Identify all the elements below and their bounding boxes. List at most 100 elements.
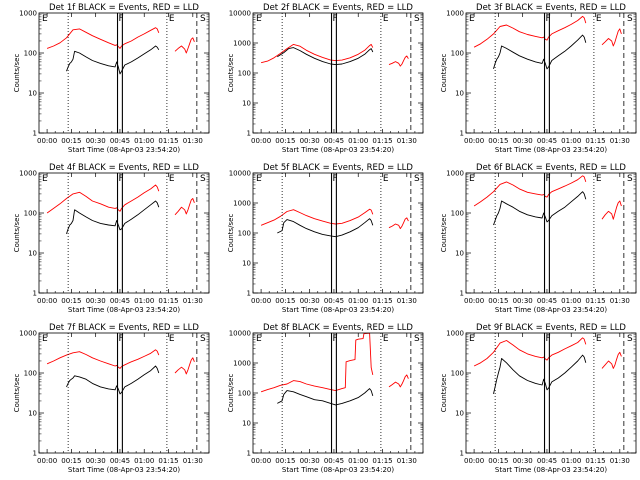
y-axis-label: Counts/sec: [13, 374, 21, 413]
y-tick-label: 10: [455, 250, 464, 258]
y-axis-label: Counts/sec: [227, 214, 235, 253]
plot-frame: [38, 172, 210, 294]
panel-title: Det 5f BLACK = Events, RED = LLD: [263, 163, 413, 173]
y-axis-label: Counts/sec: [13, 54, 21, 93]
region-marker-e: E: [256, 174, 262, 184]
y-tick-label: 1000: [233, 360, 251, 368]
region-marker-s: S: [627, 14, 633, 24]
region-marker-e: E: [596, 174, 602, 184]
x-axis-label: Start Time (08-Apr-03 23:54:20): [282, 146, 394, 154]
lld-series-line: [473, 15, 587, 48]
y-tick-label: 100: [238, 70, 251, 78]
region-marker-f: F: [333, 14, 338, 24]
y-tick-label: 10: [28, 410, 37, 418]
plot-frame: [38, 12, 210, 134]
panel-title: Det 1f BLACK = Events, RED = LLD: [49, 3, 199, 13]
x-tick-label: 00:15: [275, 457, 295, 465]
x-tick-label: 00:00: [464, 297, 484, 305]
lld-series-line: [388, 217, 409, 230]
y-tick-label: 1000: [233, 40, 251, 48]
region-marker-f: F: [119, 334, 124, 344]
y-axis-label: Counts/sec: [227, 374, 235, 413]
x-tick-label: 00:45: [537, 457, 557, 465]
x-tick-label: 01:00: [561, 137, 581, 145]
region-marker-f: F: [119, 174, 124, 184]
x-tick-label: 00:15: [61, 137, 81, 145]
lld-series-line: [388, 55, 409, 67]
plot-frame: [465, 12, 637, 134]
x-tick-label: 00:15: [488, 297, 508, 305]
region-marker-e: E: [469, 334, 475, 344]
region-marker-e: E: [469, 174, 475, 184]
events-series-line: [66, 200, 160, 235]
x-tick-label: 00:00: [464, 457, 484, 465]
region-marker-s: S: [200, 174, 206, 184]
x-axis-label: Start Time (08-Apr-03 23:54:20): [68, 466, 180, 474]
x-tick-label: 00:00: [251, 297, 271, 305]
region-marker-e: E: [42, 174, 48, 184]
x-tick-label: 01:15: [158, 137, 178, 145]
panel-title: Det 4f BLACK = Events, RED = LLD: [49, 163, 199, 173]
x-tick-label: 00:15: [61, 457, 81, 465]
x-tick-label: 01:15: [372, 297, 392, 305]
region-marker-s: S: [627, 334, 633, 344]
x-tick-label: 00:15: [275, 137, 295, 145]
region-marker-e: E: [42, 334, 48, 344]
region-marker-s: S: [414, 174, 420, 184]
panel-title: Det 6f BLACK = Events, RED = LLD: [476, 163, 626, 173]
x-tick-label: 01:15: [585, 297, 605, 305]
x-tick-label: 00:30: [513, 137, 533, 145]
plot-frame: [465, 172, 637, 294]
events-series-line: [277, 47, 374, 66]
plot-frame: [465, 332, 637, 454]
events-series-line: [66, 365, 160, 395]
region-marker-e: E: [383, 334, 389, 344]
x-tick-label: 01:15: [585, 457, 605, 465]
x-axis-label: Start Time (08-Apr-03 23:54:20): [282, 466, 394, 474]
y-axis-label: Counts/sec: [13, 214, 21, 253]
x-tick-label: 00:45: [537, 137, 557, 145]
region-marker-e: E: [169, 174, 175, 184]
x-tick-label: 00:00: [37, 457, 57, 465]
plot-frame: [252, 172, 424, 294]
events-series-line: [493, 34, 587, 70]
region-marker-e: E: [169, 334, 175, 344]
plot-frame: [252, 332, 424, 454]
panel-title: Det 2f BLACK = Events, RED = LLD: [263, 3, 413, 13]
events-series-line: [493, 354, 587, 395]
x-tick-label: 01:00: [134, 297, 154, 305]
x-tick-label: 00:30: [86, 297, 106, 305]
y-tick-label: 1000: [446, 330, 464, 338]
y-tick-label: 10: [28, 90, 37, 98]
panel-title: Det 8f BLACK = Events, RED = LLD: [263, 323, 413, 333]
x-tick-label: 01:15: [158, 457, 178, 465]
x-tick-label: 00:30: [300, 457, 320, 465]
x-tick-label: 00:15: [488, 137, 508, 145]
y-tick-label: 1: [33, 290, 37, 298]
x-tick-label: 01:00: [134, 137, 154, 145]
y-tick-label: 1000: [446, 10, 464, 18]
x-tick-label: 00:15: [275, 297, 295, 305]
y-tick-label: 100: [24, 210, 37, 218]
lld-series-line: [46, 27, 160, 49]
x-tick-label: 01:30: [610, 457, 630, 465]
lld-series-line: [260, 208, 374, 226]
x-tick-label: 01:30: [610, 297, 630, 305]
lld-series-line: [260, 43, 374, 64]
x-axis-label: Start Time (08-Apr-03 23:54:20): [68, 306, 180, 314]
panel-title: Det 9f BLACK = Events, RED = LLD: [476, 323, 626, 333]
region-marker-f: F: [333, 174, 338, 184]
x-tick-label: 01:00: [348, 457, 368, 465]
region-marker-e: E: [256, 14, 262, 24]
x-tick-label: 01:00: [348, 297, 368, 305]
panel-title: Det 7f BLACK = Events, RED = LLD: [49, 323, 199, 333]
events-series-line: [277, 388, 374, 406]
y-tick-label: 10: [242, 260, 251, 268]
x-tick-label: 00:00: [251, 457, 271, 465]
y-tick-label: 10: [455, 410, 464, 418]
